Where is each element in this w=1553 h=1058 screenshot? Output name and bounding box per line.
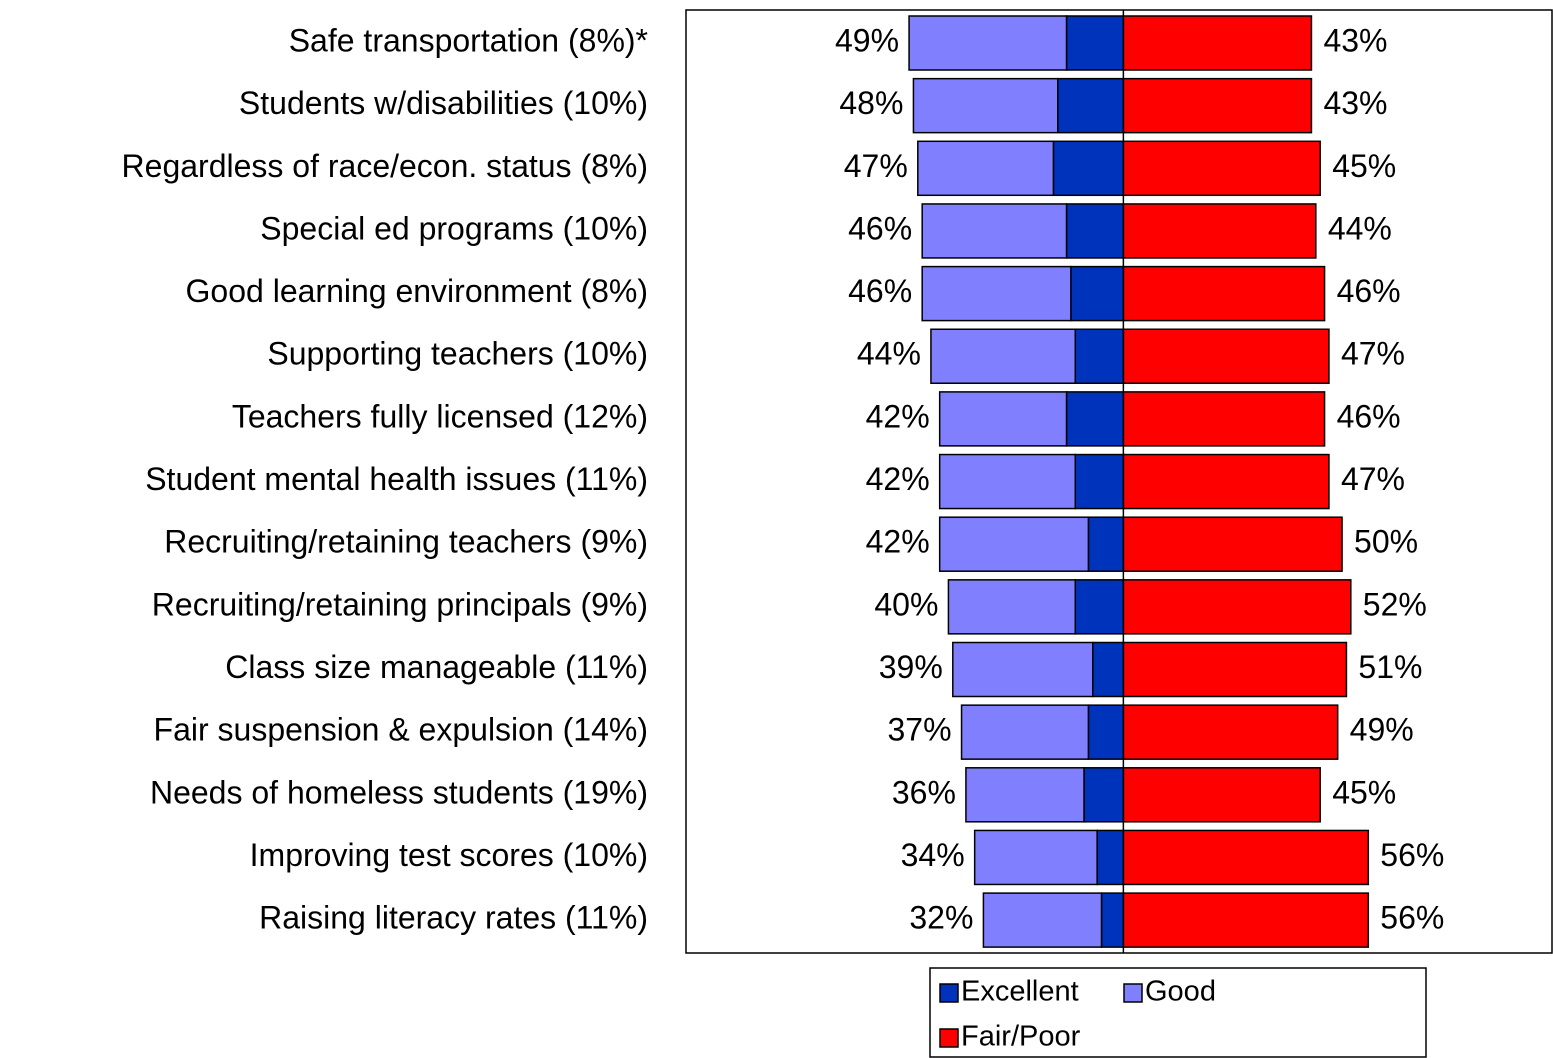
- bar-segment: [908, 15, 1068, 71]
- legend-label: Good: [1145, 976, 1216, 1008]
- bar-segment: [1122, 265, 1326, 322]
- bar-segment: [973, 829, 1098, 886]
- right-value-label: 43%: [1323, 85, 1387, 121]
- category-label: Raising literacy rates (11%): [259, 900, 648, 936]
- bar-segment: [1122, 892, 1370, 948]
- bar-segment: [938, 453, 1077, 510]
- left-value-label: 44%: [857, 336, 921, 372]
- bar-segment: [1122, 15, 1313, 71]
- bar-segment: [982, 892, 1103, 948]
- bar-segment: [912, 77, 1059, 134]
- category-label: Regardless of race/econ. status (8%): [122, 148, 648, 184]
- category-label: Students w/disabilities (10%): [239, 85, 648, 121]
- bar-segment: [960, 704, 1090, 760]
- bar-segment: [1057, 77, 1125, 134]
- bar-segment: [1070, 265, 1125, 322]
- right-value-label: 45%: [1332, 774, 1396, 810]
- legend-swatch: [939, 983, 959, 1003]
- bar-segment: [938, 516, 1090, 572]
- left-value-label: 37%: [887, 712, 951, 748]
- bar-segment: [1122, 704, 1339, 760]
- right-value-label: 46%: [1337, 273, 1401, 309]
- category-label: Safe transportation (8%)*: [289, 22, 648, 58]
- bar-segment: [1074, 328, 1125, 384]
- bar-segment: [965, 767, 1085, 823]
- category-label: Teachers fully licensed (12%): [232, 398, 648, 434]
- left-value-label: 47%: [844, 148, 908, 184]
- category-label: Recruiting/retaining principals (9%): [152, 586, 648, 622]
- bar-segment: [1122, 641, 1348, 698]
- bar-segment: [1100, 892, 1125, 948]
- left-value-label: 34%: [901, 837, 965, 873]
- category-label: Recruiting/retaining teachers (9%): [164, 524, 648, 560]
- right-value-label: 51%: [1358, 649, 1422, 685]
- right-value-label: 45%: [1332, 148, 1396, 184]
- bar-segment: [1122, 328, 1330, 384]
- bar-segment: [1122, 203, 1317, 259]
- bar-segment: [1122, 391, 1326, 447]
- bar-segment: [921, 265, 1072, 322]
- legend-box: [929, 967, 1427, 1058]
- bar-segment: [1087, 704, 1125, 760]
- left-value-label: 42%: [866, 524, 930, 560]
- right-value-label: 56%: [1380, 837, 1444, 873]
- left-value-label: 46%: [848, 210, 912, 246]
- bar-segment: [1122, 767, 1321, 823]
- bar-segment: [1052, 140, 1125, 197]
- bar-segment: [1074, 453, 1125, 510]
- left-value-label: 49%: [835, 22, 899, 58]
- bar-segment: [1122, 77, 1313, 134]
- category-label: Good learning environment (8%): [186, 273, 648, 309]
- bar-segment: [1122, 453, 1330, 510]
- right-value-label: 50%: [1354, 524, 1418, 560]
- category-label: Special ed programs (10%): [260, 210, 648, 246]
- bar-segment: [947, 579, 1077, 635]
- right-value-label: 47%: [1341, 336, 1405, 372]
- category-label: Needs of homeless students (19%): [150, 774, 648, 810]
- bar-segment: [1122, 579, 1352, 635]
- right-value-label: 43%: [1323, 22, 1387, 58]
- bar-segment: [917, 140, 1055, 197]
- right-value-label: 47%: [1341, 461, 1405, 497]
- left-value-label: 42%: [866, 461, 930, 497]
- legend-swatch: [1123, 983, 1143, 1003]
- bar-segment: [952, 641, 1094, 698]
- bar-segment: [1083, 767, 1125, 823]
- category-label: Improving test scores (10%): [250, 837, 648, 873]
- bar-segment: [1096, 829, 1125, 886]
- category-label: Fair suspension & expulsion (14%): [154, 712, 648, 748]
- bar-segment: [1122, 829, 1370, 886]
- bar-segment: [1122, 140, 1321, 197]
- left-value-label: 36%: [892, 774, 956, 810]
- bar-segment: [1065, 15, 1125, 71]
- left-value-label: 42%: [866, 398, 930, 434]
- left-value-label: 32%: [909, 900, 973, 936]
- bar-segment: [1065, 391, 1125, 447]
- bar-segment: [921, 203, 1068, 259]
- left-value-label: 39%: [879, 649, 943, 685]
- bar-segment: [930, 328, 1077, 384]
- plot-frame: [685, 9, 1553, 954]
- bar-segment: [1087, 516, 1125, 572]
- right-value-label: 56%: [1380, 900, 1444, 936]
- category-label: Student mental health issues (11%): [145, 461, 648, 497]
- bar-segment: [1092, 641, 1125, 698]
- right-value-label: 52%: [1363, 586, 1427, 622]
- legend-label: Fair/Poor: [961, 1021, 1081, 1053]
- right-value-label: 46%: [1337, 398, 1401, 434]
- left-value-label: 48%: [839, 85, 903, 121]
- category-label: Class size manageable (11%): [225, 649, 648, 685]
- left-value-label: 46%: [848, 273, 912, 309]
- right-value-label: 44%: [1328, 210, 1392, 246]
- legend-swatch: [939, 1028, 959, 1048]
- bar-segment: [938, 391, 1068, 447]
- legend-label: Excellent: [961, 976, 1079, 1008]
- category-label: Supporting teachers (10%): [267, 336, 648, 372]
- right-value-label: 49%: [1350, 712, 1414, 748]
- bar-segment: [1065, 203, 1125, 259]
- bar-segment: [1122, 516, 1343, 572]
- bar-segment: [1074, 579, 1125, 635]
- left-value-label: 40%: [874, 586, 938, 622]
